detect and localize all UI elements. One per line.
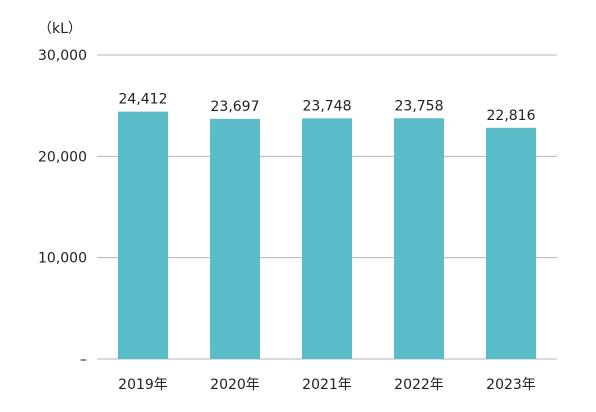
y-tick-label-30000: 30,000 bbox=[38, 48, 87, 64]
data-label-2022年: 23,758 bbox=[395, 98, 444, 114]
x-axis-category-labels: 2019年 2020年 2021年 2022年 2023年 bbox=[118, 377, 536, 393]
y-axis-tick-labels: – 10,000 20,000 30,000 bbox=[38, 48, 87, 368]
data-label-2020年: 23,697 bbox=[211, 99, 260, 115]
x-tick-label-2023年: 2023年 bbox=[486, 377, 536, 393]
bar-2020年 bbox=[210, 118, 260, 360]
x-tick-label-2019年: 2019年 bbox=[118, 377, 168, 393]
y-axis-unit-label: （kL） bbox=[38, 21, 82, 37]
y-tick-label-0: – bbox=[80, 352, 87, 368]
bar-2022年 bbox=[394, 118, 444, 360]
x-tick-label-2022年: 2022年 bbox=[394, 377, 444, 393]
x-tick-label-2020年: 2020年 bbox=[210, 377, 260, 393]
bars bbox=[118, 111, 536, 360]
y-tick-label-10000: 10,000 bbox=[38, 251, 87, 267]
bar-2023年 bbox=[486, 127, 536, 359]
data-label-2021年: 23,748 bbox=[303, 98, 352, 114]
x-tick-label-2021年: 2021年 bbox=[302, 377, 352, 393]
data-label-2019年: 24,412 bbox=[119, 92, 168, 108]
data-label-2023年: 22,816 bbox=[487, 108, 536, 124]
data-labels: 24,412 23,697 23,748 23,758 22,816 bbox=[119, 92, 536, 124]
bar-2021年 bbox=[302, 118, 352, 359]
y-tick-label-20000: 20,000 bbox=[38, 149, 87, 165]
bar-2019年 bbox=[118, 111, 168, 360]
